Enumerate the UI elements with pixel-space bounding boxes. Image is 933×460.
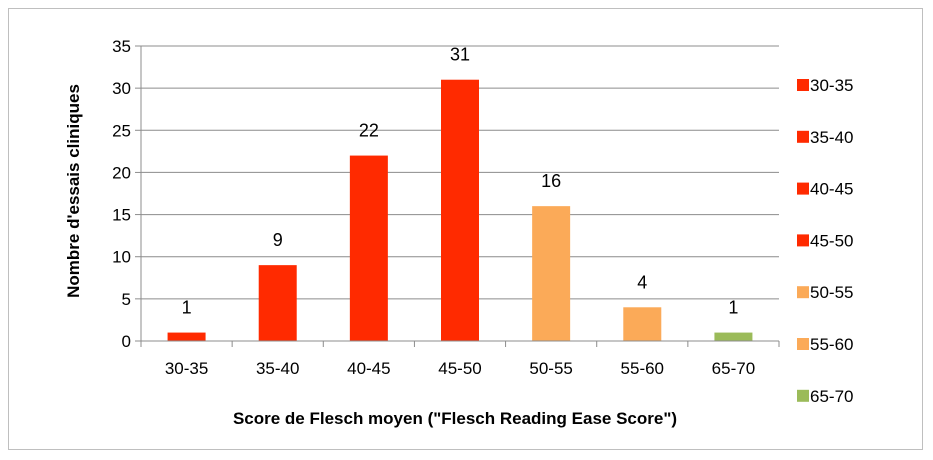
legend-swatch: [797, 286, 809, 299]
data-label: 16: [541, 171, 561, 191]
bars: [167, 79, 753, 341]
bar-40-45: [349, 155, 388, 341]
data-labels: 1 9 22 31 16 4 1: [182, 45, 739, 318]
y-tick-label: 0: [122, 332, 131, 351]
x-tick-label: 50-55: [529, 359, 572, 378]
x-tick-label: 35-40: [256, 359, 299, 378]
y-tick-label: 20: [112, 163, 131, 182]
legend-swatch: [797, 79, 809, 91]
x-tick-label: 55-60: [621, 359, 664, 378]
data-label: 31: [450, 45, 470, 65]
legend-swatch: [797, 130, 809, 143]
data-label: 22: [359, 121, 379, 141]
bar-65-70: [714, 332, 753, 341]
bar-45-50: [441, 79, 479, 341]
legend: 30-35 35-40 40-45 45-50 50-55 55-60 65-70: [797, 76, 853, 406]
y-tick-label: 30: [112, 79, 131, 98]
y-tick-label: 10: [112, 248, 131, 267]
x-axis-title: Score de Flesch moyen ("Flesch Reading E…: [233, 409, 677, 428]
legend-swatch: [797, 234, 809, 247]
axes: 0 5 10 15 20 25 30 35 30-35 35-40 40-45 45-50 50-55 5…: [112, 37, 780, 378]
data-label: 4: [637, 272, 647, 292]
y-tick-label: 15: [112, 206, 131, 225]
x-tick-label: 40-45: [347, 359, 390, 378]
data-label: 1: [182, 298, 192, 318]
y-tick-label: 5: [122, 290, 131, 309]
legend-label: 55-60: [810, 335, 853, 354]
legend-label: 50-55: [810, 283, 853, 302]
legend-label: 30-35: [810, 76, 853, 95]
bar-30-35: [167, 332, 206, 341]
legend-swatch: [797, 182, 809, 195]
y-tick-label: 35: [112, 37, 131, 56]
data-label: 1: [728, 298, 738, 318]
y-tick-label: 25: [112, 121, 131, 140]
legend-label: 65-70: [810, 387, 853, 406]
x-tick-label: 65-70: [712, 359, 755, 378]
bar-35-40: [258, 265, 297, 341]
legend-label: 35-40: [810, 128, 853, 147]
bar-chart: 0 5 10 15 20 25 30 35 30-35 35-40 40-45 45-50 50-55 5…: [64, 37, 853, 428]
x-tick-label: 45-50: [438, 359, 481, 378]
legend-swatch: [797, 338, 809, 350]
x-tick-label: 30-35: [165, 359, 208, 378]
data-label: 9: [273, 230, 283, 250]
bar-55-60: [623, 307, 662, 341]
legend-swatch: [797, 389, 809, 402]
legend-label: 45-50: [810, 231, 853, 250]
legend-label: 40-45: [810, 180, 853, 199]
bar-50-55: [532, 206, 571, 341]
y-axis-title: Nombre d'essais cliniques: [64, 84, 83, 298]
chart-frame: 0 5 10 15 20 25 30 35 30-35 35-40 40-45 45-50 50-55 5…: [8, 8, 923, 450]
